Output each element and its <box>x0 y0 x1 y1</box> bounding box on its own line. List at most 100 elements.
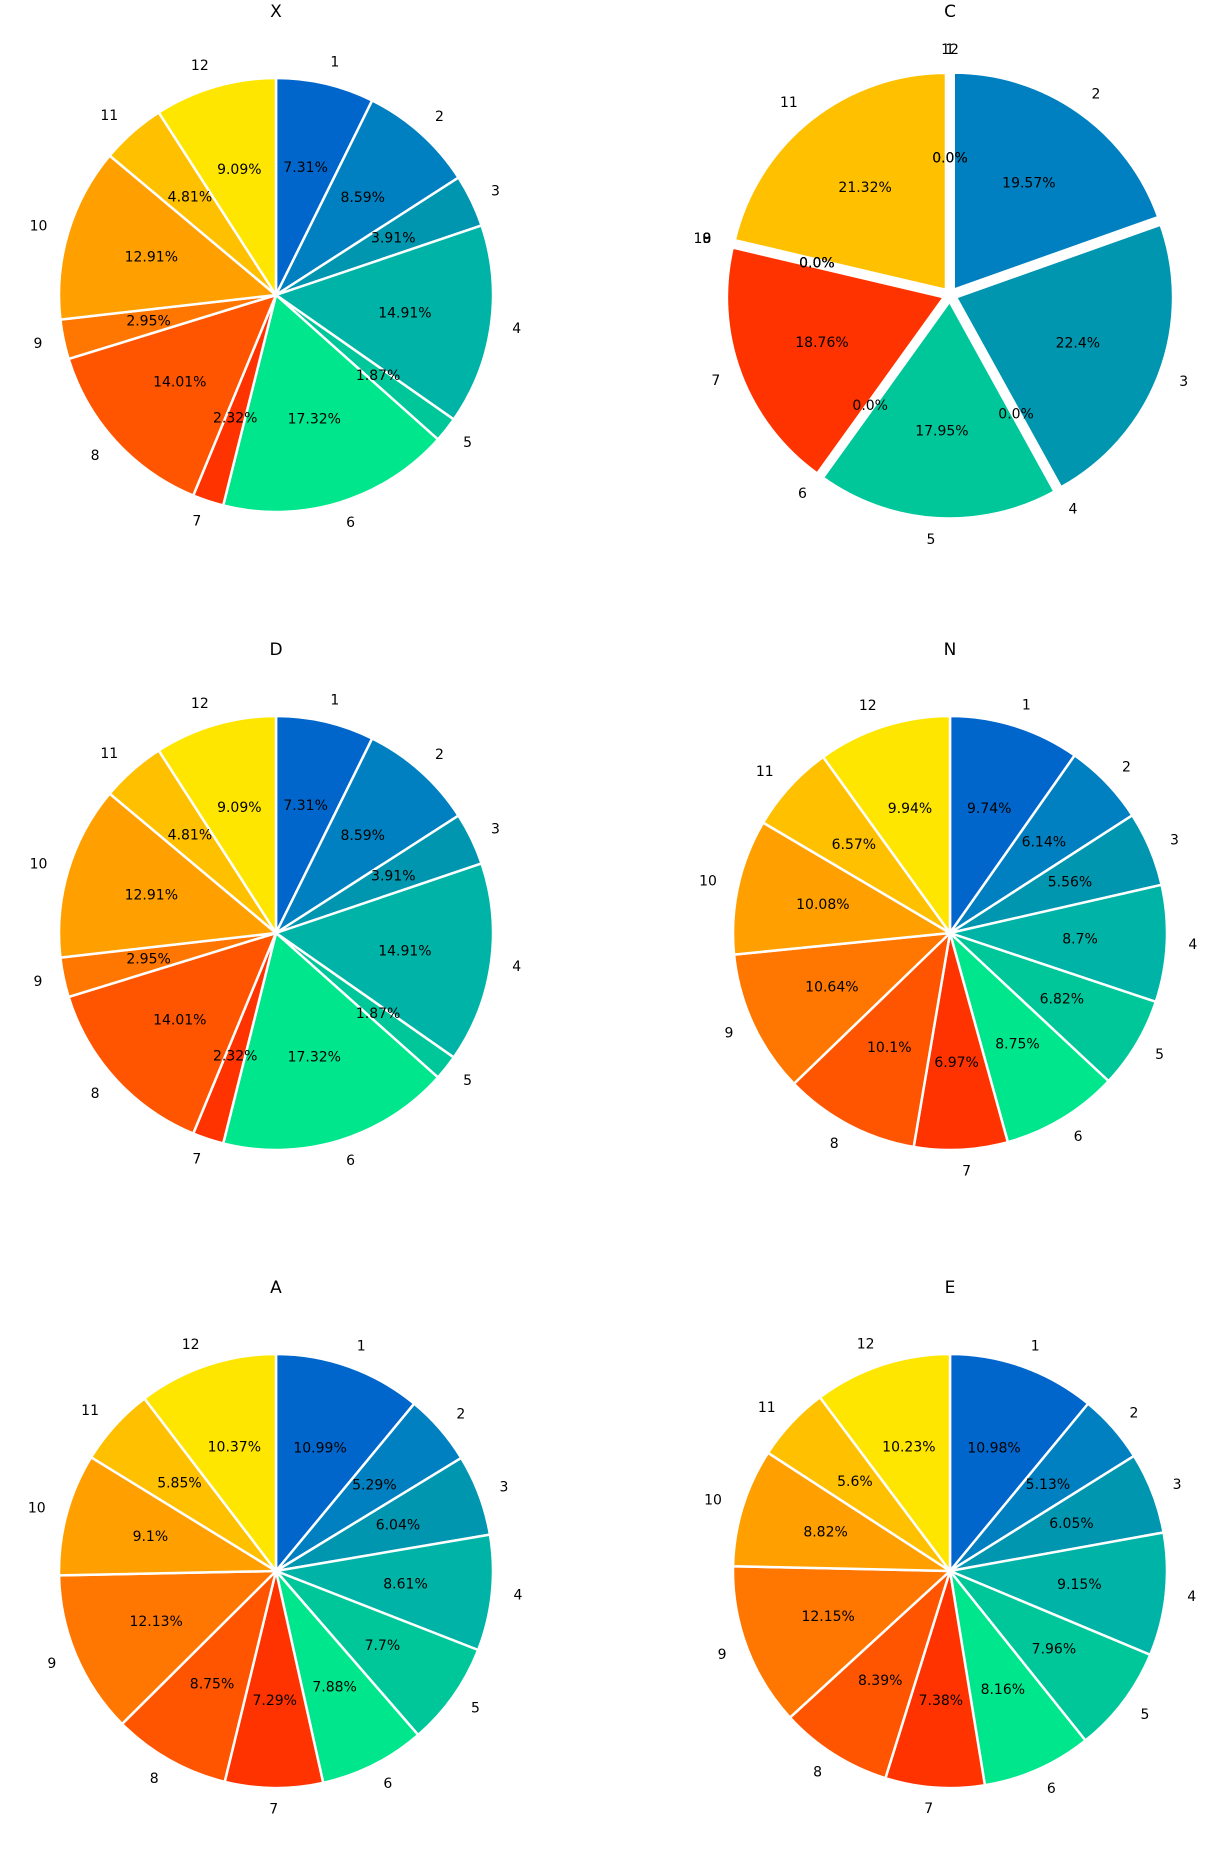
category-label: 9 <box>47 1656 56 1672</box>
category-label: 2 <box>1129 1406 1138 1422</box>
percent-label: 10.64% <box>805 980 858 996</box>
percent-label: 6.14% <box>1022 835 1066 851</box>
percent-label: 5.13% <box>1026 1477 1070 1493</box>
pie-slice-2 <box>274 99 460 297</box>
category-label: 12 <box>182 1337 200 1353</box>
percent-label: 5.56% <box>1048 874 1092 890</box>
pie-slice-1 <box>274 1352 416 1573</box>
category-label: 11 <box>81 1403 99 1419</box>
percent-label: 2.95% <box>126 952 170 968</box>
percent-label: 4.81% <box>168 827 212 843</box>
percent-label: 3.91% <box>371 868 415 884</box>
category-label: 12 <box>941 42 959 58</box>
category-label: 6 <box>383 1776 392 1792</box>
pie-slice-10 <box>731 1451 952 1573</box>
category-label: 7 <box>924 1801 933 1817</box>
category-label: 3 <box>1170 832 1179 848</box>
category-label: 7 <box>192 1152 201 1168</box>
pie-slice-7 <box>725 246 946 475</box>
percent-label: 8.59% <box>341 828 385 844</box>
percent-label: 10.98% <box>967 1440 1020 1456</box>
category-label: 3 <box>1179 374 1188 390</box>
percent-label: 0.0% <box>799 256 835 272</box>
chart-title: C <box>944 2 956 22</box>
category-label: 10 <box>704 1493 722 1509</box>
percent-label: 0.0% <box>799 256 835 272</box>
category-label: 7 <box>962 1163 971 1179</box>
pie-chart-A: A 1 10.99% 2 5.29% 3 6.04% 4 8.61% 5 7.7% 6 7.88% 7 7.… <box>28 1278 523 1818</box>
category-label: 9 <box>718 1647 727 1663</box>
category-label: 7 <box>192 514 201 530</box>
category-label: 10 <box>699 874 717 890</box>
percent-label: 8.61% <box>383 1576 427 1592</box>
pie-slice-9 <box>731 1564 952 1719</box>
category-label: 10 <box>30 218 48 234</box>
pie-slice-5 <box>821 300 1056 520</box>
percent-label: 14.91% <box>378 943 431 959</box>
percent-label: 2.32% <box>213 1049 257 1065</box>
percent-label: 10.37% <box>208 1440 261 1456</box>
category-label: 5 <box>471 1701 480 1717</box>
pie-slice-10 <box>57 154 278 321</box>
category-label: 5 <box>463 1073 472 1089</box>
category-label: 8 <box>150 1771 159 1787</box>
pie-slice-2 <box>274 737 460 935</box>
pie-slice-4 <box>948 1531 1169 1657</box>
pie-slice-8 <box>67 293 278 497</box>
percent-label: 22.4% <box>1056 335 1100 351</box>
pie-slice-9 <box>732 931 952 1086</box>
percent-label: 3.91% <box>371 230 415 246</box>
percent-label: 6.05% <box>1049 1516 1093 1532</box>
pie-slice-3 <box>954 223 1175 489</box>
category-label: 3 <box>1173 1477 1182 1493</box>
percent-label: 6.82% <box>1040 992 1084 1008</box>
category-label: 6 <box>346 1153 355 1169</box>
category-label: 4 <box>513 1587 522 1603</box>
percent-label: 19.57% <box>1002 175 1055 191</box>
category-label: 2 <box>435 109 444 125</box>
percent-label: 6.97% <box>934 1055 978 1071</box>
category-label: 5 <box>1141 1707 1150 1723</box>
category-label: 2 <box>456 1407 465 1423</box>
category-label: 11 <box>758 1400 776 1416</box>
category-label: 8 <box>830 1136 839 1152</box>
percent-label: 0.0% <box>998 407 1034 423</box>
pie-slice-4 <box>948 883 1169 1004</box>
category-label: 1 <box>330 55 339 71</box>
percent-label: 8.75% <box>995 1036 1039 1052</box>
pie-chart-C: C 1 0.0% 2 19.57% 3 22.4% 4 0.0% 5 17.95% 6 0.0% 7 18.… <box>693 2 1188 548</box>
category-label: 9 <box>33 974 42 990</box>
category-label: 8 <box>702 231 711 247</box>
category-label: 9 <box>33 336 42 352</box>
percent-label: 17.95% <box>915 423 968 439</box>
percent-label: 8.7% <box>1062 931 1098 947</box>
category-label: 12 <box>191 696 209 712</box>
category-label: 4 <box>1187 1589 1196 1605</box>
percent-label: 9.1% <box>133 1529 169 1545</box>
percent-label: 17.32% <box>288 1049 341 1065</box>
category-label: 11 <box>100 746 118 762</box>
percent-label: 8.16% <box>981 1682 1025 1698</box>
percent-label: 10.99% <box>293 1440 346 1456</box>
chart-title: A <box>270 1278 282 1298</box>
percent-label: 0.0% <box>852 398 888 414</box>
pie-slice-6 <box>948 1569 1087 1787</box>
category-label: 5 <box>1155 1047 1164 1063</box>
pie-slice-1 <box>274 76 374 297</box>
category-label: 12 <box>191 58 209 74</box>
pie-slice-6 <box>948 931 1110 1144</box>
percent-label: 6.57% <box>832 837 876 853</box>
category-label: 1 <box>946 42 955 58</box>
percent-label: 5.29% <box>352 1478 396 1494</box>
percent-label: 14.01% <box>153 1013 206 1029</box>
category-label: 10 <box>30 856 48 872</box>
percent-label: 9.74% <box>967 801 1011 817</box>
percent-label: 4.81% <box>168 189 212 205</box>
category-label: 5 <box>463 435 472 451</box>
category-label: 8 <box>813 1765 822 1781</box>
category-label: 11 <box>100 108 118 124</box>
category-label: 9 <box>702 231 711 247</box>
pie-slice-4 <box>274 1533 495 1652</box>
category-label: 1 <box>1031 1338 1040 1354</box>
